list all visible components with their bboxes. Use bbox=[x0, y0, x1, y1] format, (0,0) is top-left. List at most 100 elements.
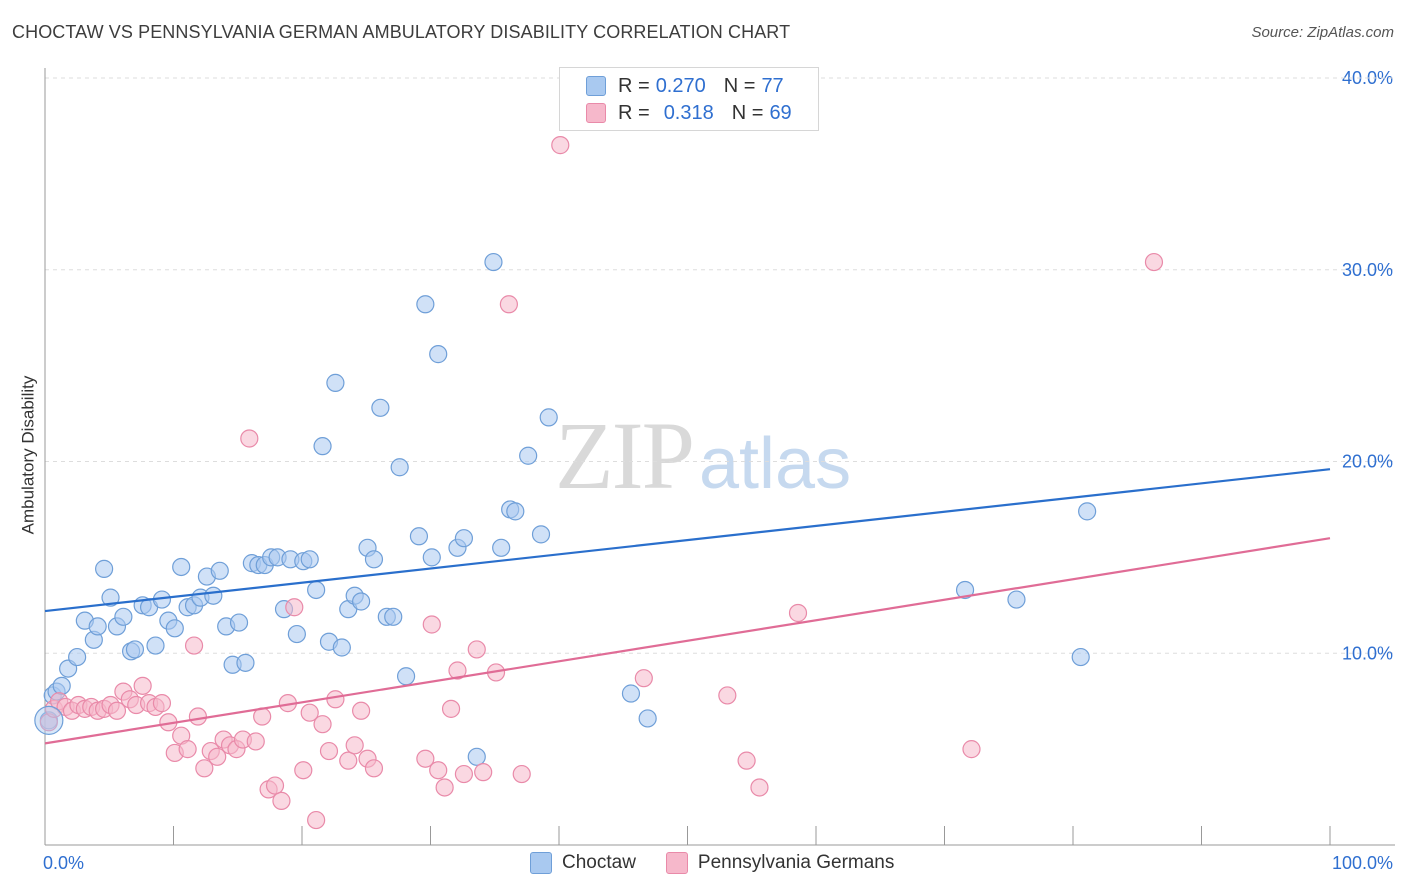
y-axis-label: Ambulatory Disability bbox=[18, 375, 38, 535]
data-point-choctaw bbox=[88, 617, 107, 636]
chart-source: Source: ZipAtlas.com bbox=[1251, 24, 1394, 41]
watermark-zip: ZIP bbox=[555, 402, 695, 509]
data-point-pa-germans bbox=[364, 759, 384, 778]
data-point-choctaw bbox=[484, 252, 503, 272]
data-point-pa-germans bbox=[240, 429, 259, 448]
data-point-pa-germans bbox=[300, 703, 319, 722]
data-point-pa-germans bbox=[307, 810, 326, 830]
legend-n-value: 77 bbox=[761, 74, 784, 97]
data-point-choctaw bbox=[539, 408, 558, 427]
y-tick-label: 10.0% bbox=[1342, 643, 1393, 663]
data-point-pa-germans bbox=[326, 690, 345, 709]
data-point-pa-germans bbox=[272, 791, 291, 810]
data-point-pa-germans bbox=[750, 778, 769, 797]
legend-n-label: N = bbox=[731, 101, 764, 124]
x-tick-label: 100.0% bbox=[1332, 853, 1393, 873]
data-point-pa-germans bbox=[718, 686, 737, 705]
data-point-pa-germans bbox=[788, 603, 808, 623]
data-point-pa-germans bbox=[962, 740, 981, 759]
data-point-choctaw bbox=[287, 624, 306, 644]
series-legend-pa-germans: Pennsylvania Germans bbox=[665, 852, 895, 874]
data-point-choctaw bbox=[101, 588, 120, 607]
data-point-pa-germans bbox=[474, 763, 493, 782]
data-point-choctaw bbox=[390, 458, 409, 477]
chart-title: CHOCTAW VS PENNSYLVANIA GERMAN AMBULATOR… bbox=[12, 22, 791, 42]
stats-legend: R = 0.270 N = 77 R = 0.318 N = 69 bbox=[559, 67, 819, 131]
data-point-pa-germans bbox=[345, 736, 364, 755]
data-point-choctaw bbox=[621, 684, 641, 703]
legend-swatch-pa-germans bbox=[586, 103, 606, 123]
data-point-pa-germans bbox=[339, 751, 358, 770]
y-tick-label: 20.0% bbox=[1342, 452, 1393, 472]
data-point-choctaw bbox=[210, 561, 229, 580]
data-point-choctaw bbox=[332, 638, 351, 657]
data-point-pa-germans bbox=[188, 707, 208, 726]
data-point-pa-germans bbox=[467, 640, 486, 659]
data-point-choctaw bbox=[300, 550, 319, 569]
data-point-pa-germans bbox=[422, 615, 441, 634]
legend-n-label: N = bbox=[723, 74, 756, 97]
watermark-atlas: atlas bbox=[699, 424, 852, 504]
legend-r-value: 0.318 bbox=[663, 101, 714, 124]
data-point-choctaw bbox=[1007, 590, 1026, 609]
data-point-choctaw bbox=[1071, 647, 1090, 667]
data-point-pa-germans bbox=[246, 732, 265, 751]
y-axis-label-container: Ambulatory Disability bbox=[0, 355, 56, 555]
data-point-cluster bbox=[34, 705, 64, 735]
x-tick-label: 0.0% bbox=[43, 853, 84, 873]
data-point-pa-germans bbox=[352, 701, 371, 720]
data-point-choctaw bbox=[506, 502, 525, 521]
data-point-choctaw bbox=[371, 398, 390, 417]
data-point-pa-germans bbox=[313, 715, 332, 734]
legend-n-value: 69 bbox=[769, 101, 792, 124]
data-point-pa-germans bbox=[416, 749, 435, 768]
data-point-choctaw bbox=[114, 607, 133, 626]
series-legend-choctaw: Choctaw bbox=[530, 852, 636, 874]
data-point-pa-germans bbox=[178, 740, 197, 759]
data-point-choctaw bbox=[429, 345, 448, 364]
y-tick-label: 30.0% bbox=[1342, 260, 1393, 280]
data-point-choctaw bbox=[352, 592, 371, 611]
data-point-choctaw bbox=[172, 557, 191, 577]
data-point-pa-germans bbox=[107, 701, 127, 720]
data-point-pa-germans bbox=[737, 751, 756, 770]
data-point-pa-germans bbox=[265, 776, 285, 795]
data-point-choctaw bbox=[313, 437, 332, 456]
data-point-pa-germans bbox=[499, 295, 518, 314]
data-point-choctaw bbox=[467, 747, 486, 766]
data-point-pa-germans bbox=[551, 136, 570, 155]
data-point-pa-germans bbox=[208, 747, 227, 766]
data-point-pa-germans bbox=[435, 778, 454, 797]
series-label-pa-germans: Pennsylvania Germans bbox=[697, 852, 895, 873]
data-point-pa-germans bbox=[133, 676, 152, 695]
legend-row-pa-germans: R = 0.318 N = 69 bbox=[586, 101, 792, 125]
trend-line-choctaw bbox=[44, 468, 1331, 613]
legend-r-label: R = bbox=[618, 101, 650, 124]
data-point-choctaw bbox=[492, 538, 511, 557]
data-point-choctaw bbox=[955, 580, 975, 600]
data-point-pa-germans bbox=[454, 764, 474, 784]
data-point-choctaw bbox=[638, 709, 657, 728]
data-point-choctaw bbox=[204, 586, 223, 605]
trend-line-pa-germans bbox=[44, 537, 1331, 745]
data-point-choctaw bbox=[384, 607, 403, 626]
legend-r-label: R = bbox=[618, 74, 650, 97]
data-point-pa-germans bbox=[448, 661, 467, 680]
series-label-choctaw: Choctaw bbox=[562, 852, 636, 873]
legend-r-value: 0.270 bbox=[655, 74, 706, 97]
data-point-pa-germans bbox=[319, 741, 339, 761]
data-point-pa-germans bbox=[441, 699, 461, 718]
data-point-choctaw bbox=[125, 640, 145, 659]
watermark: ZIPatlas bbox=[555, 400, 851, 511]
data-point-choctaw bbox=[409, 527, 429, 546]
data-point-pa-germans bbox=[294, 761, 313, 780]
data-point-pa-germans bbox=[1144, 252, 1164, 272]
data-point-choctaw bbox=[422, 548, 441, 567]
data-point-choctaw bbox=[416, 295, 435, 314]
data-point-choctaw bbox=[307, 580, 326, 600]
data-point-choctaw bbox=[326, 373, 345, 392]
data-point-choctaw bbox=[531, 525, 551, 544]
data-point-choctaw bbox=[95, 559, 114, 578]
data-point-pa-germans bbox=[512, 764, 531, 784]
